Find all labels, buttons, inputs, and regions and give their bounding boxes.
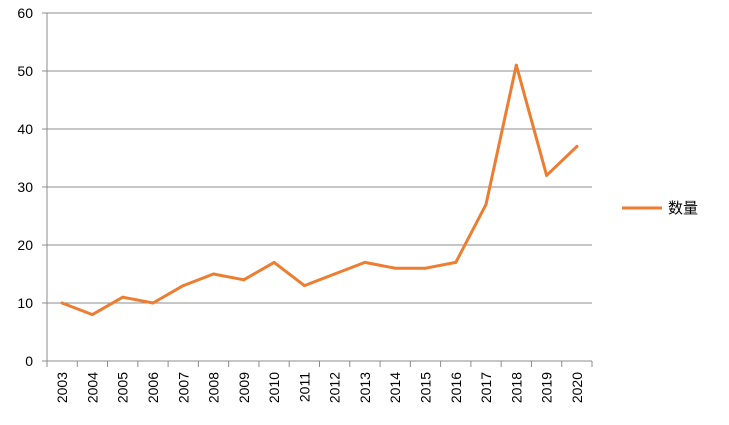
x-tick-label: 2004 — [84, 372, 100, 403]
data-point — [484, 202, 488, 206]
data-point — [333, 272, 337, 276]
data-point — [363, 260, 367, 264]
x-tick-label: 2014 — [387, 372, 403, 403]
y-tick-label: 10 — [17, 295, 33, 311]
data-point — [242, 278, 246, 282]
x-tick-label: 2020 — [569, 372, 585, 403]
data-point — [514, 63, 518, 67]
y-axis-ticks: 0 10 20 30 40 50 60 — [17, 5, 33, 369]
y-tick-label: 60 — [17, 5, 33, 21]
data-point — [151, 301, 155, 305]
x-tick-label: 2008 — [206, 372, 222, 403]
data-point — [181, 284, 185, 288]
data-point — [302, 284, 306, 288]
data-point — [454, 260, 458, 264]
x-axis-ticks: 2003 2004 2005 2006 2007 2008 2009 2010 2011 2012… — [54, 372, 585, 403]
x-tick-label: 2019 — [539, 372, 555, 403]
x-tick-label: 2011 — [296, 372, 312, 402]
x-tick-label: 2007 — [175, 372, 191, 403]
x-tick-label: 2003 — [54, 372, 70, 403]
x-tick-label: 2010 — [266, 372, 282, 403]
x-tick-label: 2013 — [357, 372, 373, 403]
x-tick-label: 2018 — [508, 372, 524, 403]
x-tick-label: 2016 — [448, 372, 464, 403]
data-point — [121, 295, 125, 299]
data-point — [575, 144, 579, 148]
y-tick-label: 50 — [17, 63, 33, 79]
data-point — [60, 301, 64, 305]
y-tick-label: 40 — [17, 121, 33, 137]
data-point — [393, 266, 397, 270]
y-tick-label: 0 — [25, 353, 33, 369]
x-tick-label: 2009 — [236, 372, 252, 403]
legend: 数量 — [622, 200, 698, 217]
series-line — [60, 63, 579, 317]
y-tick-label: 30 — [17, 179, 33, 195]
x-tick-label: 2005 — [115, 372, 131, 403]
legend-label: 数量 — [668, 200, 698, 217]
data-point — [545, 173, 549, 177]
data-point — [212, 272, 216, 276]
x-tick-label: 2012 — [327, 372, 343, 403]
gridlines — [42, 12, 593, 367]
x-tick-label: 2017 — [478, 372, 494, 403]
x-tick-label: 2015 — [417, 372, 433, 403]
data-point — [272, 260, 276, 264]
data-point — [90, 313, 94, 317]
y-tick-label: 20 — [17, 237, 33, 253]
series-group — [60, 63, 579, 317]
data-point — [423, 266, 427, 270]
x-tick-label: 2006 — [145, 372, 161, 403]
